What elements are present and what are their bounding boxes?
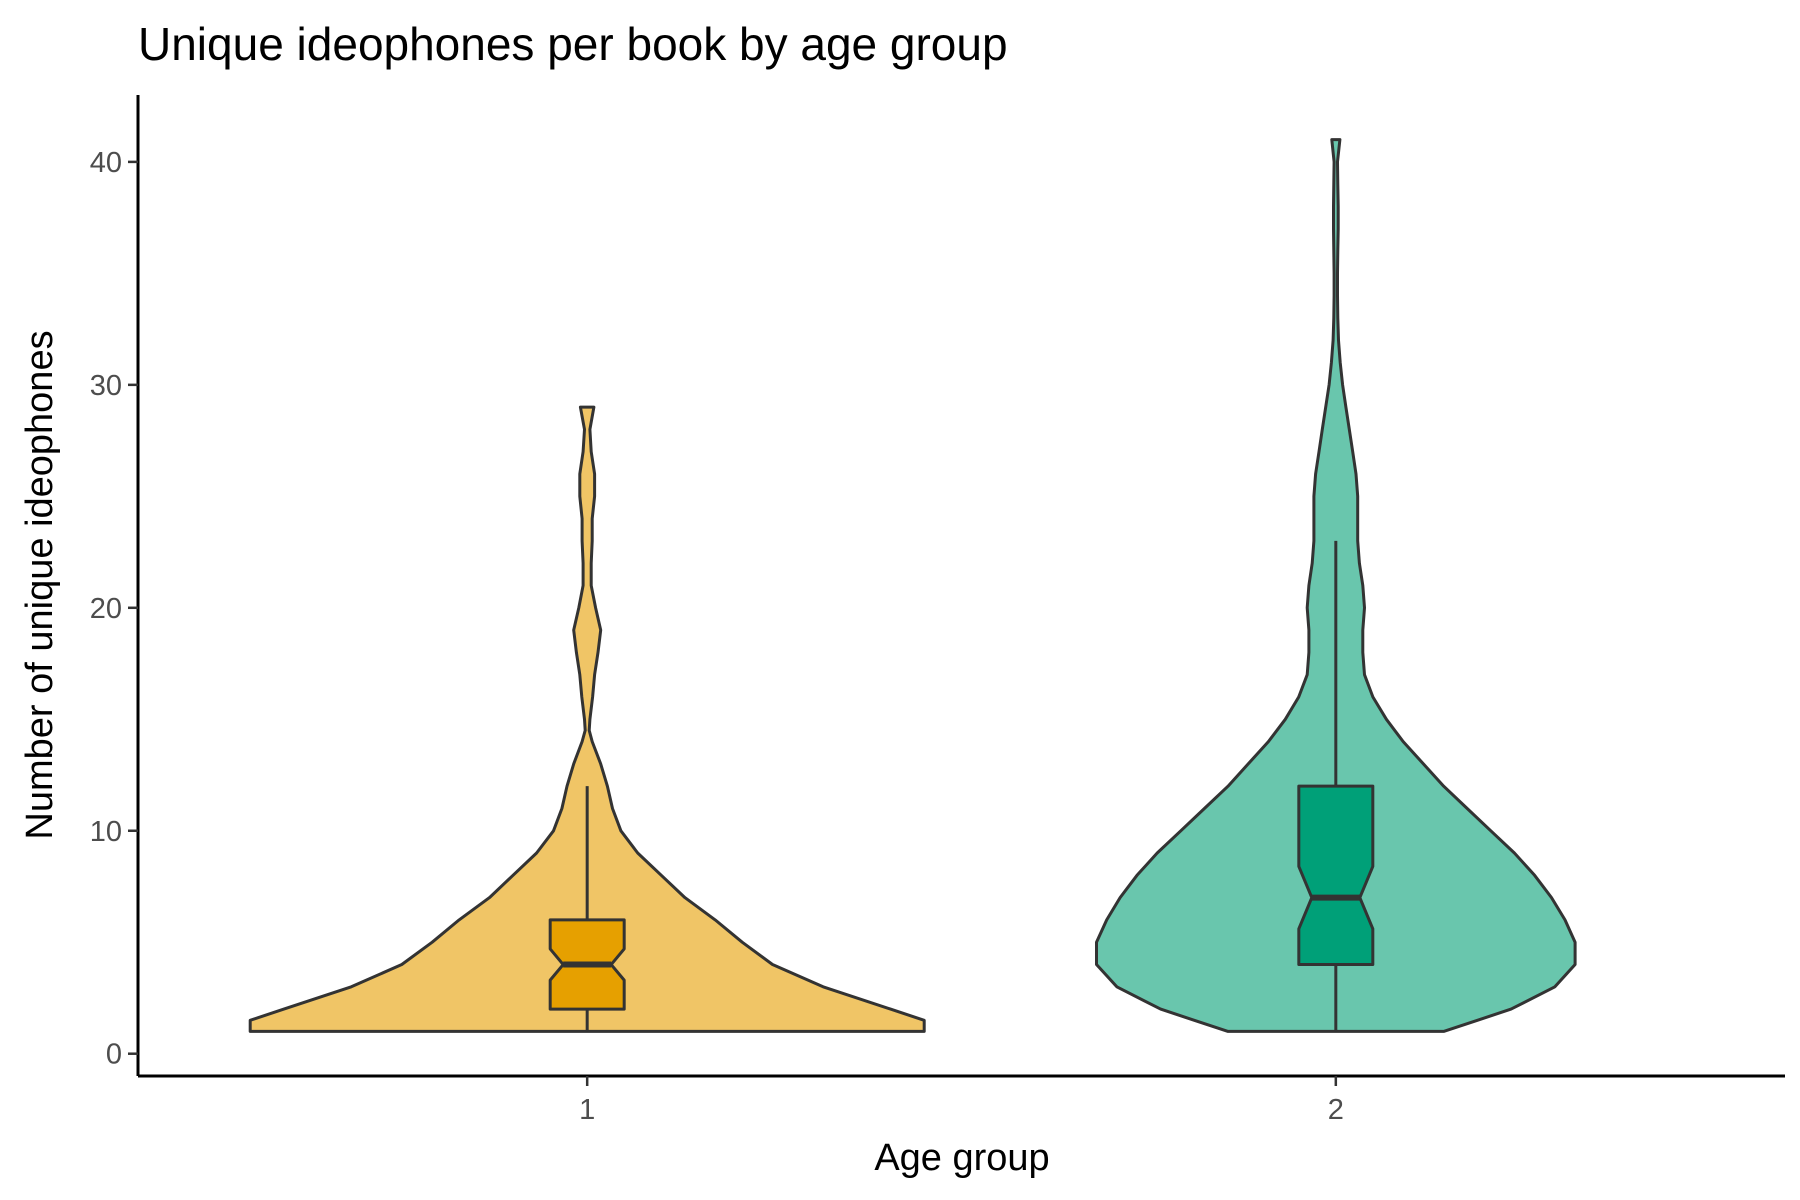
y-tick-label: 0 — [106, 1039, 122, 1071]
box-notched — [1297, 784, 1375, 967]
x-axis-title: Age group — [874, 1137, 1049, 1179]
y-tick-label: 10 — [90, 816, 122, 848]
y-axis: 0 10 20 30 40 — [90, 95, 140, 1076]
y-tick-label: 30 — [90, 370, 122, 402]
y-axis-title: Number of unique ideophones — [19, 330, 61, 839]
violin-group-1 — [248, 405, 926, 1033]
chart-title: Unique ideophones per book by age group — [138, 18, 1008, 70]
x-tick-label: 2 — [1328, 1094, 1344, 1126]
y-tick-label: 40 — [90, 147, 122, 179]
plot-area — [248, 138, 1577, 1033]
x-tick-label: 1 — [579, 1094, 595, 1126]
violin-shape — [248, 405, 926, 1033]
violin-group-2 — [1095, 138, 1577, 1033]
y-tick-label: 20 — [90, 593, 122, 625]
